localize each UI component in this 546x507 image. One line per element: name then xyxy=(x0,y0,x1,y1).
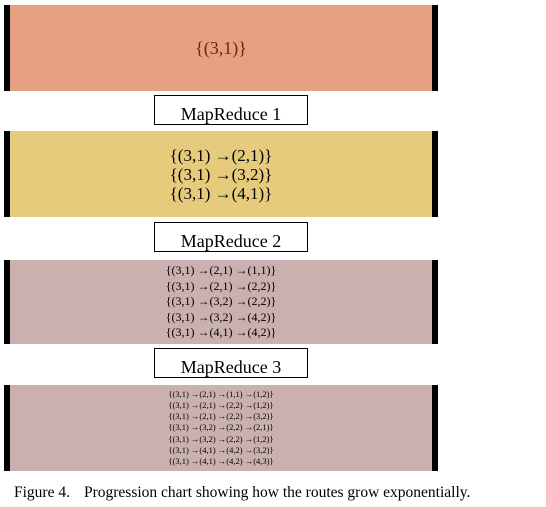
route: {(3,1)} xyxy=(195,38,247,58)
mapreduce-1-box: MapReduce 1 xyxy=(154,95,308,125)
route: {(3,1) →(2,1) →(1,1) →(1,2)} xyxy=(168,388,274,399)
stage-2-right-bar xyxy=(432,260,438,344)
route: {(3,1) →(4,1) →(4,2) →(4,3)} xyxy=(168,456,274,466)
mapreduce-3-box: MapReduce 3 xyxy=(154,348,308,378)
stage-0-right-bar xyxy=(432,5,438,91)
stage-2-fill xyxy=(6,260,436,344)
route: {(3,1) →(3,2) →(2,2) →(2,1)} xyxy=(168,422,274,433)
stage-1-right-bar xyxy=(432,131,438,217)
route: {(3,1) →(3,2) →(2,2)} xyxy=(165,294,277,309)
stage-3-fill xyxy=(6,385,436,471)
route: {(3,1) →(2,1) →(2,2)} xyxy=(165,278,277,293)
stage-2-left-bar xyxy=(4,260,10,344)
stage-1-fill xyxy=(6,131,436,217)
route: {(3,1) →(3,2)} xyxy=(169,164,273,184)
mapreduce-2-label: MapReduce 2 xyxy=(180,231,282,251)
figure-number: Figure 4. xyxy=(14,484,70,501)
figure-caption-text: Progression chart showing how the routes… xyxy=(83,484,471,501)
stage-3-routes: {(3,1) →(2,1) →(1,1) →(1,2)} {(3,1) →(2,… xyxy=(6,385,436,471)
route: {(3,1) →(4,1) →(4,2)} xyxy=(165,325,277,340)
mapreduce-1-label: MapReduce 1 xyxy=(180,104,282,124)
stage-0-routes: {(3,1)} xyxy=(6,5,436,91)
stage-3-left-bar xyxy=(4,385,10,471)
stage-1-left-bar xyxy=(4,131,10,217)
route: {(3,1) →(2,1)} xyxy=(169,145,273,165)
route: {(3,1) →(2,1) →(2,2) →(3,2)} xyxy=(168,411,274,422)
stage-0-fill xyxy=(6,5,436,91)
stage-2-routes: {(3,1) →(2,1) →(1,1)} {(3,1) →(2,1) →(2,… xyxy=(6,260,436,344)
stage-1-routes: {(3,1) →(2,1)} {(3,1) →(3,2)} {(3,1) →(4… xyxy=(6,131,436,217)
stage-0-left-bar xyxy=(4,5,10,91)
mapreduce-2-box: MapReduce 2 xyxy=(154,222,308,252)
route: {(3,1) →(2,1) →(2,2) →(1,2)} xyxy=(168,399,274,410)
route: {(3,1) →(4,1)} xyxy=(169,183,273,203)
stage-3-right-bar xyxy=(432,385,438,471)
route: {(3,1) →(2,1) →(1,1)} xyxy=(165,263,277,278)
figure-caption: Figure 4. Progression chart showing how t… xyxy=(14,484,470,502)
mapreduce-3-label: MapReduce 3 xyxy=(180,357,282,377)
route: {(3,1) →(4,1) →(4,2) →(3,2)} xyxy=(168,444,274,455)
route: {(3,1) →(3,2) →(2,2) →(1,2)} xyxy=(168,433,274,444)
route: {(3,1) →(3,2) →(4,2)} xyxy=(165,309,277,324)
